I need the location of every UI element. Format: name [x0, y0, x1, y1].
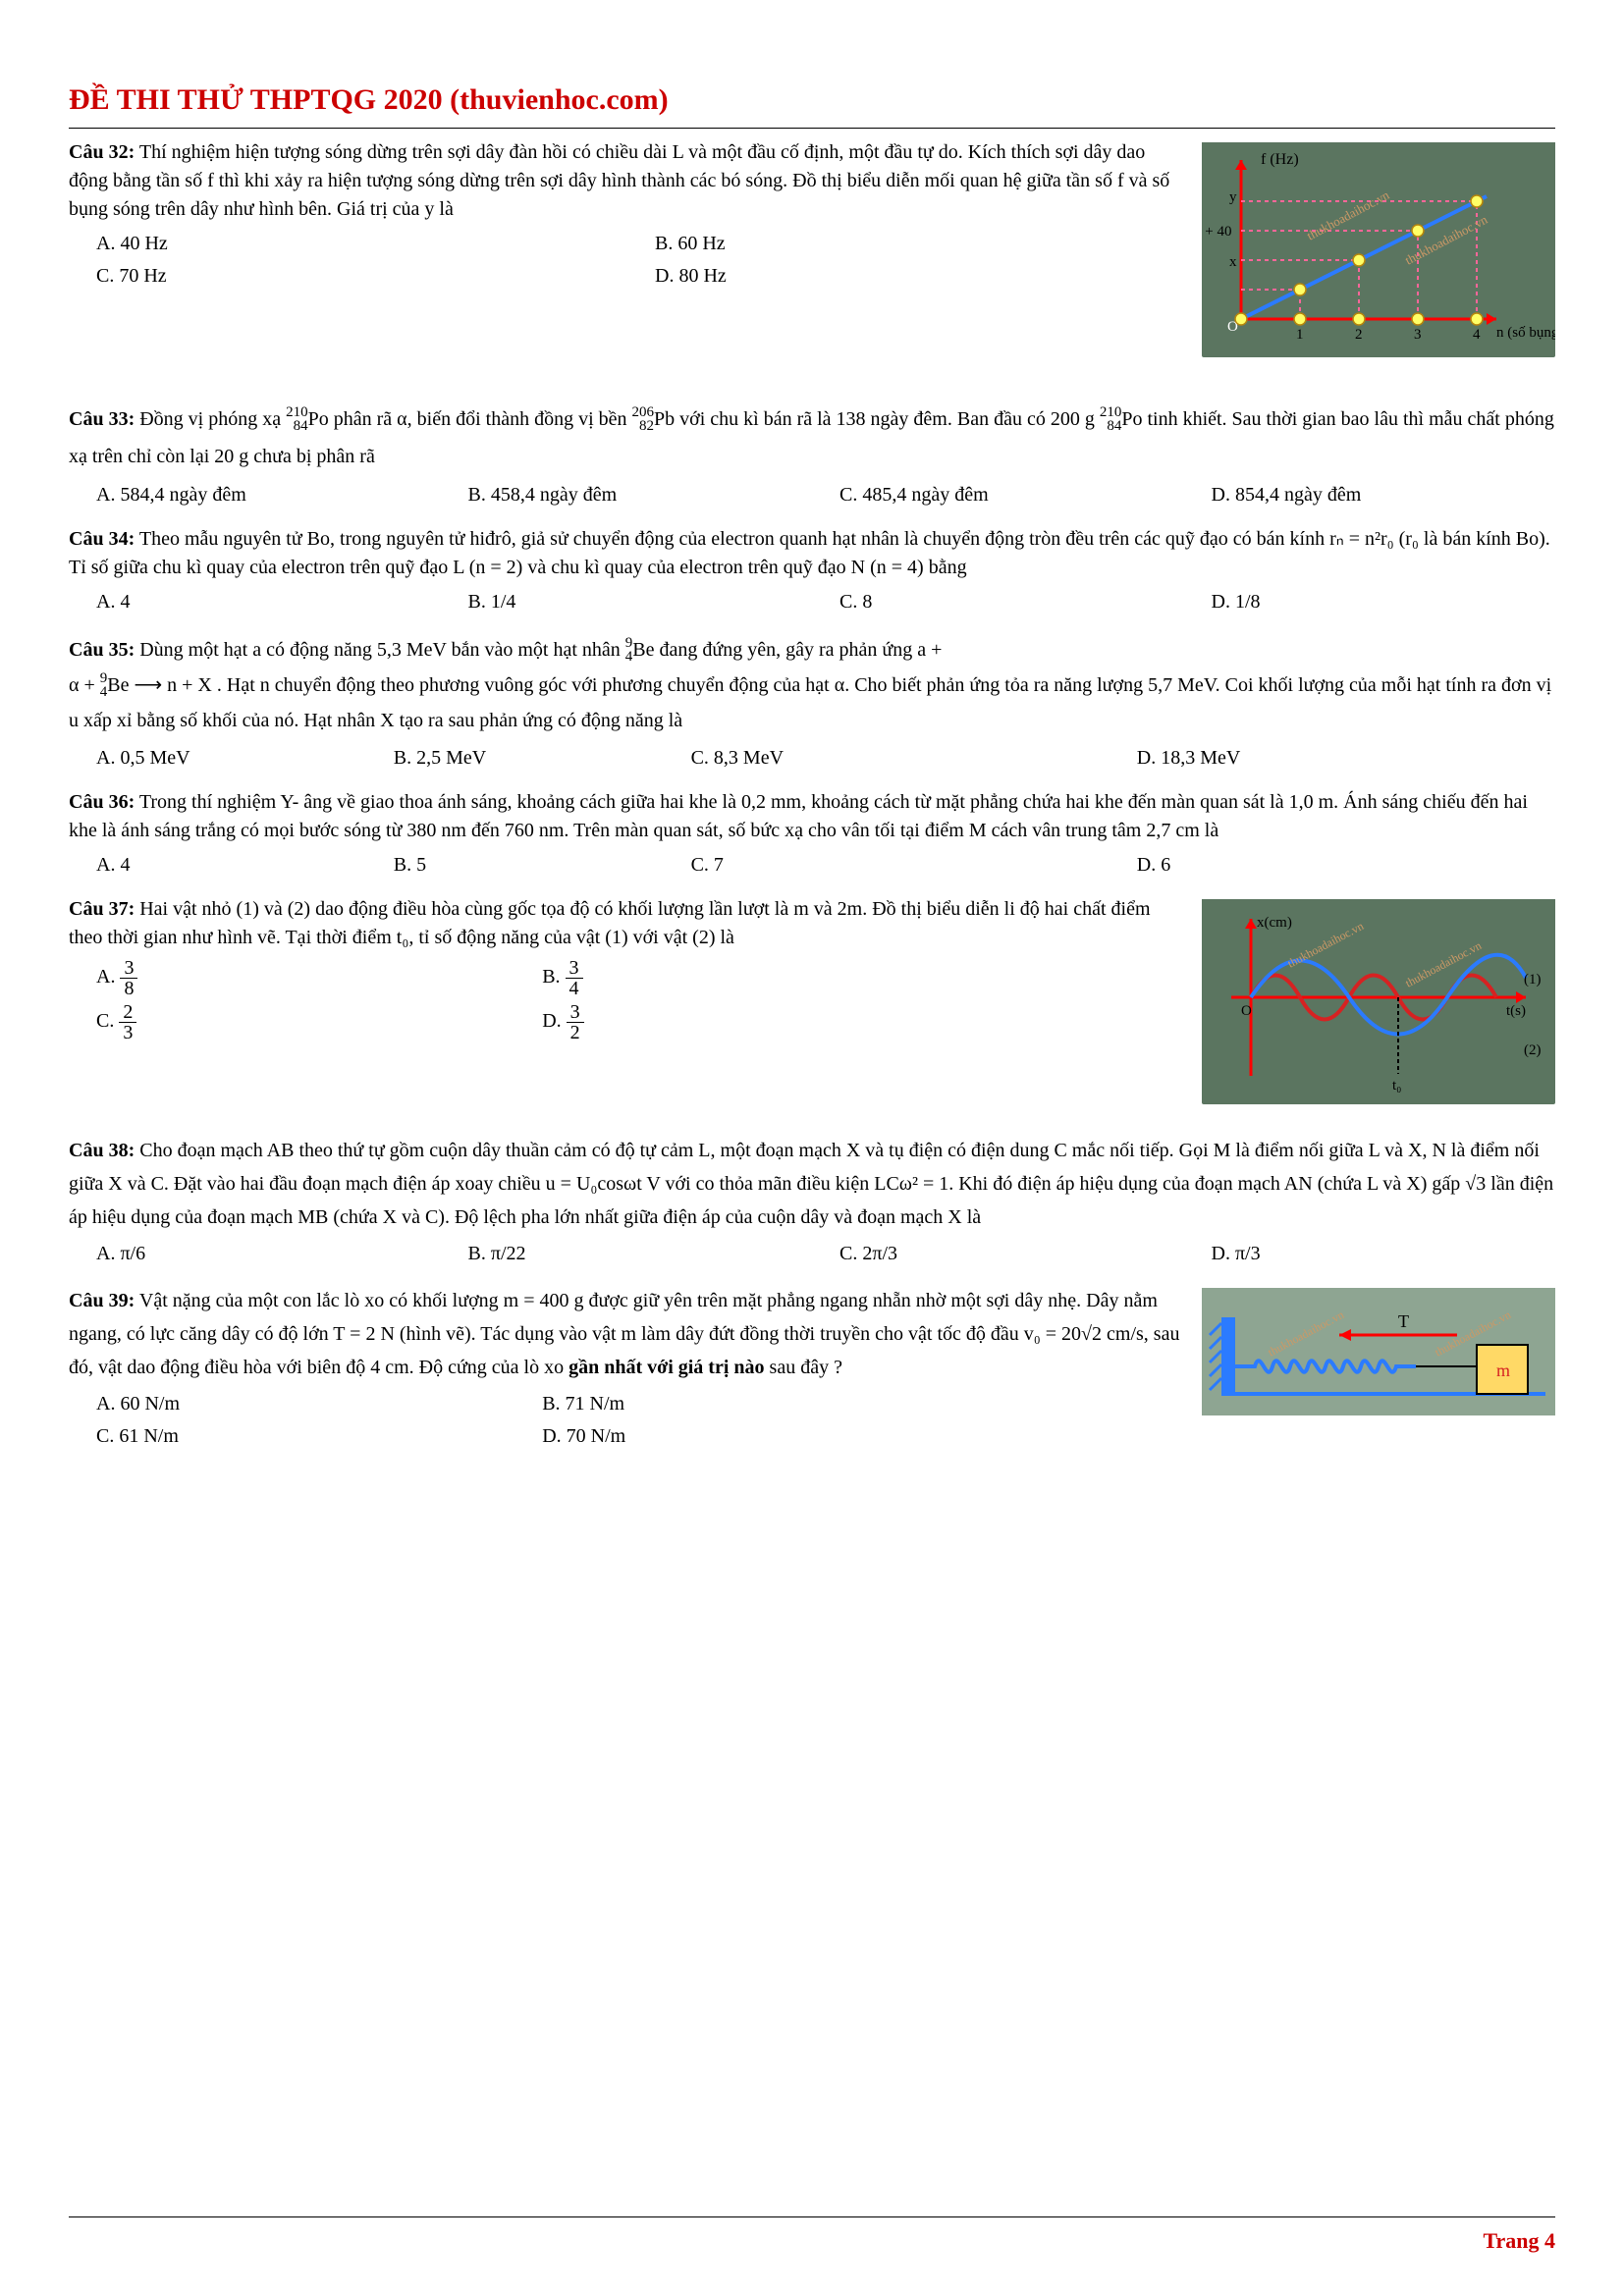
q36-a: A. 4 — [69, 849, 366, 881]
q36-choices: A. 4 B. 5 C. 7 D. 6 — [69, 849, 1555, 881]
svg-text:n (số bụng): n (số bụng) — [1496, 325, 1555, 341]
question-37: x(cm) t(s) (1) (2) O t₀ thukhoadaihoc.vn… — [69, 895, 1555, 1114]
q32-c: C. 70 Hz — [69, 260, 627, 293]
svg-text:T: T — [1398, 1311, 1409, 1331]
page-number: Trang 4 — [1483, 2225, 1555, 2257]
q39-a: A. 60 N/m — [69, 1388, 514, 1420]
q35-c: C. 8,3 MeV — [664, 742, 1110, 774]
q37-c: C. 23 — [69, 1000, 514, 1044]
q39-bold: gần nhất với giá trị nào — [568, 1357, 764, 1378]
svg-text:t₀: t₀ — [1392, 1078, 1401, 1094]
q38-b: B. π/22 — [441, 1238, 813, 1270]
q33-a: A. 584,4 ngày đêm — [69, 479, 441, 511]
q35-d: D. 18,3 MeV — [1110, 742, 1555, 774]
svg-text:(2): (2) — [1524, 1042, 1542, 1058]
svg-text:y: y — [1229, 189, 1237, 205]
question-36: Câu 36: Trong thí nghiệm Y- âng về giao … — [69, 788, 1555, 881]
q38-d: D. π/3 — [1184, 1238, 1556, 1270]
svg-text:1: 1 — [1296, 327, 1304, 343]
q34-c: C. 8 — [812, 586, 1184, 618]
svg-text:O: O — [1241, 1003, 1252, 1019]
q33-choices: A. 584,4 ngày đêm B. 458,4 ngày đêm C. 4… — [69, 479, 1555, 511]
q36-b: B. 5 — [366, 849, 664, 881]
svg-text:4: 4 — [1473, 327, 1481, 343]
svg-text:2: 2 — [1355, 327, 1363, 343]
q39-b: B. 71 N/m — [514, 1388, 960, 1420]
q37-figure: x(cm) t(s) (1) (2) O t₀ thukhoadaihoc.vn… — [1202, 899, 1555, 1104]
q32-d: D. 80 Hz — [627, 260, 1186, 293]
q32-a: A. 40 Hz — [69, 228, 627, 260]
q33-c: C. 485,4 ngày đêm — [812, 479, 1184, 511]
q39-c: C. 61 N/m — [69, 1420, 514, 1453]
q35-a: A. 0,5 MeV — [69, 742, 366, 774]
q35-b: B. 2,5 MeV — [366, 742, 664, 774]
q37-a: A. 38 — [69, 956, 514, 1000]
svg-text:x + 40: x + 40 — [1202, 224, 1231, 240]
question-39: m T thukhoadaihoc.vn thukhoadaihoc.vn Câ… — [69, 1284, 1555, 1453]
q34-choices: A. 4 B. 1/4 C. 8 D. 1/8 — [69, 586, 1555, 618]
q34-d: D. 1/8 — [1184, 586, 1556, 618]
q32-b: B. 60 Hz — [627, 228, 1186, 260]
q36-text: Câu 36: Trong thí nghiệm Y- âng về giao … — [69, 788, 1555, 845]
q32-label: Câu 32: — [69, 141, 135, 163]
q37-b: B. 34 — [514, 956, 960, 1000]
question-34: Câu 34: Theo mẫu nguyên tử Bo, trong ngu… — [69, 525, 1555, 618]
question-33: Câu 33: Đồng vị phóng xạ 210 84 Po phân … — [69, 400, 1555, 511]
q39-d: D. 70 N/m — [514, 1420, 960, 1453]
svg-text:f (Hz): f (Hz) — [1261, 151, 1299, 168]
footer-rule — [69, 2216, 1555, 2217]
q38-a: A. π/6 — [69, 1238, 441, 1270]
q33-text: Câu 33: Đồng vị phóng xạ 210 84 Po phân … — [69, 400, 1555, 475]
page-title: ĐỀ THI THỬ THPTQG 2020 (thuvienhoc.com) — [69, 79, 1555, 122]
question-32: O f (Hz) n (số bụng) — [69, 138, 1555, 367]
q33-d: D. 854,4 ngày đêm — [1184, 479, 1556, 511]
question-35: Câu 35: Dùng một hạt a có động năng 5,3 … — [69, 632, 1555, 774]
svg-text:x: x — [1229, 254, 1237, 270]
svg-text:t(s): t(s) — [1506, 1003, 1526, 1019]
q39-figure: m T thukhoadaihoc.vn thukhoadaihoc.vn — [1202, 1288, 1555, 1424]
q38-c: C. 2π/3 — [812, 1238, 1184, 1270]
q32-figure: O f (Hz) n (số bụng) — [1202, 142, 1555, 357]
q35-text: Câu 35: Dùng một hạt a có động năng 5,3 … — [69, 632, 1555, 738]
header-rule — [69, 128, 1555, 129]
q34-text: Câu 34: Theo mẫu nguyên tử Bo, trong ngu… — [69, 525, 1555, 582]
svg-text:m: m — [1496, 1361, 1510, 1380]
q39-choices: A. 60 N/m B. 71 N/m C. 61 N/m D. 70 N/m — [69, 1388, 960, 1453]
q37-choices: A. 38 B. 34 C. 23 D. 32 — [69, 956, 960, 1044]
q37-d: D. 32 — [514, 1000, 960, 1044]
svg-text:x(cm): x(cm) — [1257, 915, 1292, 931]
q38-text: Câu 38: Cho đoạn mạch AB theo thứ tự gồm… — [69, 1134, 1555, 1234]
q33-b: B. 458,4 ngày đêm — [441, 479, 813, 511]
q35-choices: A. 0,5 MeV B. 2,5 MeV C. 8,3 MeV D. 18,3… — [69, 742, 1555, 774]
q36-d: D. 6 — [1110, 849, 1555, 881]
question-38: Câu 38: Cho đoạn mạch AB theo thứ tự gồm… — [69, 1134, 1555, 1270]
svg-text:3: 3 — [1414, 327, 1422, 343]
q36-c: C. 7 — [664, 849, 1110, 881]
q34-b: B. 1/4 — [441, 586, 813, 618]
q34-a: A. 4 — [69, 586, 441, 618]
q38-choices: A. π/6 B. π/22 C. 2π/3 D. π/3 — [69, 1238, 1555, 1270]
svg-text:(1): (1) — [1524, 972, 1542, 988]
q32-choices: A. 40 Hz B. 60 Hz C. 70 Hz D. 80 Hz — [69, 228, 1186, 293]
